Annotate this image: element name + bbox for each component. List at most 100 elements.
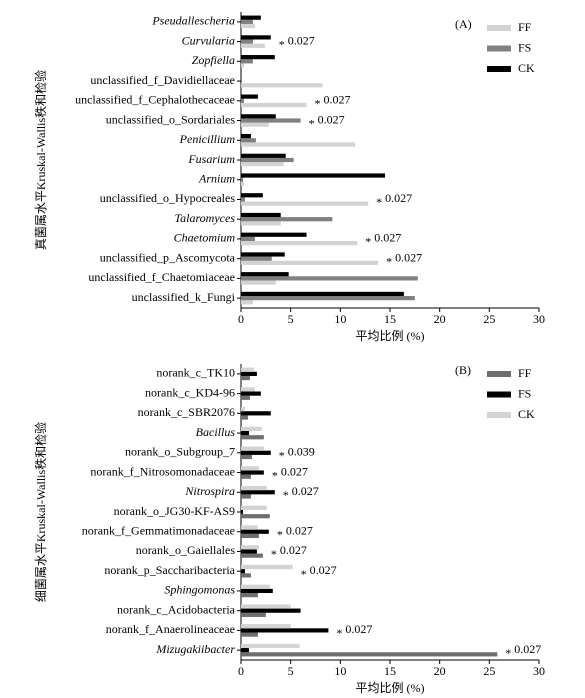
bar — [241, 193, 263, 198]
legend-label: CK — [518, 407, 535, 421]
y-axis-label: 细菌属水平Kruskal-Wallis秩和检验 — [33, 422, 48, 602]
y-tick-label: unclassified_k_Fungi — [132, 290, 236, 304]
significance-label: 0.027 — [288, 33, 315, 47]
bar — [241, 232, 307, 237]
bar — [241, 236, 255, 242]
x-tick-label: 20 — [434, 664, 446, 678]
bar — [241, 387, 255, 392]
significance-label: 0.027 — [310, 563, 337, 577]
y-tick-label: unclassified_f_Davidiellaceae — [90, 73, 235, 87]
bar — [241, 446, 264, 451]
bar — [241, 450, 271, 455]
bar — [241, 272, 289, 277]
bar — [241, 474, 251, 479]
bar — [241, 177, 243, 182]
y-tick-label: Talaromyces — [175, 211, 236, 225]
legend-swatch — [487, 371, 511, 377]
x-tick-label: 30 — [533, 664, 545, 678]
significance-label: 0.027 — [286, 523, 313, 537]
bar — [241, 407, 245, 412]
bar — [241, 181, 244, 187]
bar — [241, 102, 307, 108]
bar — [241, 43, 265, 48]
bar — [241, 138, 256, 143]
bar — [241, 217, 333, 222]
y-tick-label: Curvularia — [182, 33, 235, 47]
bar — [241, 252, 285, 257]
bar — [241, 19, 253, 24]
bar — [241, 94, 258, 99]
bar — [241, 35, 271, 40]
bar — [241, 55, 275, 60]
bar — [241, 514, 270, 519]
x-tick-label: 20 — [434, 312, 446, 326]
bar — [241, 494, 251, 499]
y-tick-label: norank_f_Gemmatimonadaceae — [82, 523, 235, 537]
x-tick-label: 0 — [238, 312, 244, 326]
legend-label: CK — [518, 61, 535, 75]
y-tick-label: Fusarium — [187, 152, 235, 166]
y-tick-label: Mizugakiibacter — [155, 642, 235, 656]
y-tick-label: Penicillium — [179, 132, 236, 146]
bar — [241, 430, 249, 436]
x-axis-label: 平均比例 (%) — [356, 329, 425, 343]
significance-label: 0.027 — [318, 112, 345, 126]
legend-swatch — [487, 66, 511, 72]
y-tick-label: unclassified_f_Cephalothecaceae — [75, 93, 235, 107]
bar — [241, 411, 271, 416]
significance-marker: * — [271, 547, 277, 561]
y-tick-label: norank_c_Acidobacteria — [117, 602, 236, 616]
bar — [241, 533, 259, 539]
bar — [241, 584, 270, 589]
bar — [241, 608, 301, 613]
legend-label: FF — [518, 366, 532, 380]
x-tick-label: 25 — [483, 312, 495, 326]
bar — [241, 15, 261, 20]
bar — [241, 153, 286, 158]
bar — [241, 573, 251, 578]
y-tick-label: norank_o_JG30-KF-AS9 — [114, 504, 235, 518]
bar — [241, 39, 253, 44]
significance-marker: * — [279, 37, 285, 51]
x-axis-label: 平均比例 (%) — [356, 681, 425, 695]
bar — [241, 63, 244, 68]
panel-label: (A) — [455, 17, 472, 31]
x-tick-label: 15 — [384, 312, 396, 326]
y-tick-label: unclassified_f_Chaetomiaceae — [88, 270, 235, 284]
bar — [241, 395, 250, 400]
x-tick-label: 25 — [483, 664, 495, 678]
bar — [241, 435, 264, 440]
bar — [241, 525, 258, 530]
y-tick-label: Nitrospira — [184, 484, 235, 498]
bar — [241, 485, 267, 491]
y-tick-label: Sphingomonas — [164, 583, 235, 597]
bar — [241, 241, 358, 246]
bar — [241, 648, 249, 653]
bar — [241, 375, 250, 381]
bar — [241, 157, 294, 163]
bar — [241, 260, 379, 265]
significance-label: 0.027 — [395, 250, 422, 264]
y-axis-label: 真菌属水平Kruskal-Wallis秩和检验 — [33, 70, 48, 250]
significance-label: 0.027 — [292, 484, 319, 498]
significance-label: 0.027 — [385, 191, 412, 205]
bar — [241, 142, 356, 147]
significance-label: 0.027 — [280, 543, 307, 557]
y-tick-label: norank_o_Gaiellales — [136, 543, 236, 557]
y-tick-label: norank_p_Saccharibacteria — [104, 563, 235, 577]
bar — [241, 470, 264, 475]
legend-swatch — [487, 391, 511, 398]
bar — [241, 652, 498, 657]
significance-marker: * — [376, 195, 382, 209]
bar — [241, 280, 276, 285]
bar — [241, 529, 269, 534]
x-tick-label: 10 — [334, 664, 346, 678]
significance-marker: * — [336, 626, 342, 640]
legend-swatch — [487, 412, 511, 418]
panel-label: (B) — [455, 363, 471, 377]
y-tick-label: Pseudallescheria — [151, 14, 235, 28]
bar — [241, 300, 253, 305]
x-tick-label: 0 — [238, 664, 244, 678]
significance-label: 0.027 — [345, 622, 372, 636]
